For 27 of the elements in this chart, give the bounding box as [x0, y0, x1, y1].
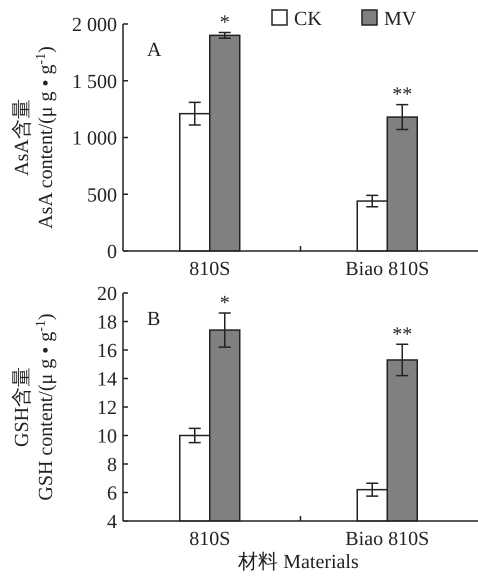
annotation: *: [220, 12, 230, 34]
y-tick-label: 0: [107, 241, 117, 263]
annotation: A: [147, 39, 162, 61]
y-tick-label: 20: [97, 283, 117, 305]
x-axis-title: 材料 Materials: [237, 551, 359, 573]
annotation: B: [147, 308, 160, 330]
x-tick-label: Biao 810S: [345, 258, 430, 280]
y-tick-label: 2 000: [72, 14, 117, 36]
y-tick-label: 12: [97, 397, 117, 419]
annotation: **: [392, 323, 412, 346]
annotation: *: [220, 292, 230, 314]
y-tick-label: 500: [87, 184, 117, 206]
x-tick-label: 810S: [189, 528, 230, 550]
legend-label: CK: [294, 8, 322, 30]
y-tick-label: 10: [97, 426, 117, 448]
y-tick-label: 6: [107, 482, 117, 504]
y-tick-label: 14: [97, 368, 117, 390]
legend-label: MV: [384, 8, 417, 30]
y-tick-label: 18: [97, 312, 117, 334]
x-tick-label: 810S: [189, 258, 230, 280]
annotation: **: [392, 84, 412, 106]
y-tick-label: 16: [97, 340, 117, 362]
y-tick-label: 1 000: [72, 128, 117, 150]
y-tick-label: 1 500: [72, 70, 117, 93]
y-tick-label: 8: [107, 454, 117, 476]
x-tick-label: Biao 810S: [345, 528, 430, 550]
y-tick-label: 4: [107, 511, 117, 533]
